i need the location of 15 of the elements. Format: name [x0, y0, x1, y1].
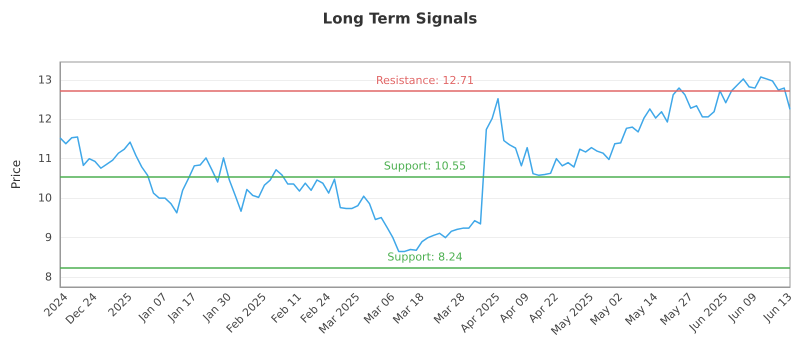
- y-tick-label: 11: [38, 152, 52, 166]
- y-tick-label: 12: [38, 112, 52, 126]
- line-series: [59, 76, 791, 252]
- y-tick-label: 10: [38, 192, 52, 205]
- ref-line-label: Support: 10.55: [384, 159, 466, 172]
- y-axis-title: Price: [9, 160, 23, 190]
- y-tick-label: 13: [38, 73, 52, 86]
- x-tick-label: Jun 09: [725, 290, 760, 325]
- x-tick-label: Jan 17: [164, 290, 199, 325]
- chart-title: Long Term Signals: [322, 10, 478, 28]
- y-tick-label: 8: [45, 270, 52, 284]
- ref-line-label: Support: 8.24: [387, 250, 463, 264]
- x-tick-label: Jun 13: [760, 290, 795, 325]
- ref-line-label: Resistance: 12.71: [376, 74, 474, 88]
- y-tick-label: 9: [45, 231, 52, 244]
